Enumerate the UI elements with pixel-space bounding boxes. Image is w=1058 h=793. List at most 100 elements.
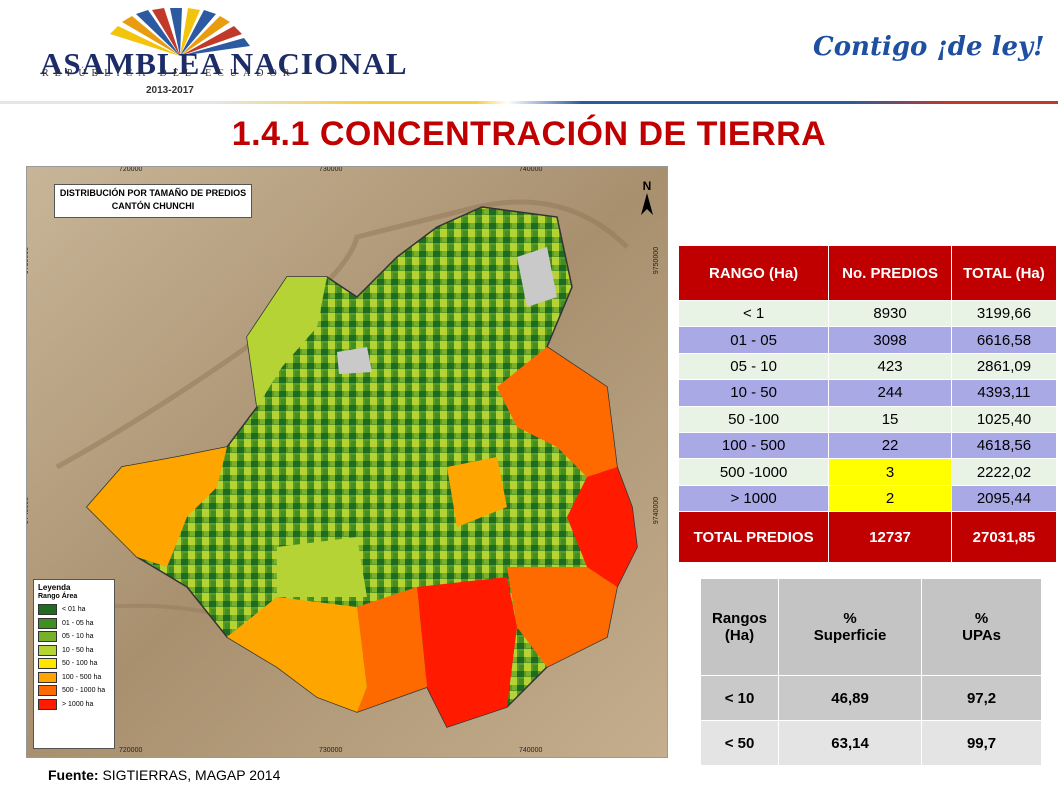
- table-row: 50 -100 15 1025,40: [677, 405, 1058, 433]
- cell-total: 4618,56: [950, 431, 1058, 460]
- sunburst-logo-icon: [110, 8, 250, 56]
- legend-item: < 01 ha: [34, 603, 114, 617]
- total-count: 12737: [828, 511, 952, 564]
- concentration-summary-table: Rangos (Ha) % Superficie % UPAs < 10 46,8…: [699, 578, 1042, 766]
- cell-total: 2861,09: [950, 352, 1058, 381]
- legend-label: 100 - 500 ha: [62, 673, 102, 681]
- legend-swatch: [38, 671, 57, 683]
- map-legend: Leyenda Rango Área < 01 ha 01 - 05 ha 05…: [33, 579, 115, 749]
- cell-upas: 97,2: [921, 675, 1042, 721]
- legend-swatch: [38, 631, 57, 643]
- cell-range: 100 - 500: [677, 431, 830, 460]
- legend-swatch: [38, 658, 57, 670]
- coord-right-1: 9750000: [653, 246, 661, 275]
- cell-count: 3098: [828, 326, 952, 354]
- cell-count: 8930: [828, 299, 952, 328]
- cell-range: 01 - 05: [677, 326, 830, 354]
- legend-item: 01 - 05 ha: [34, 617, 114, 631]
- table-row: 05 - 10 423 2861,09: [677, 352, 1058, 381]
- col-header-count: No. PREDIOS: [828, 245, 952, 301]
- cell-total: 1025,40: [950, 405, 1058, 433]
- map-title-line1: DISTRIBUCIÓN POR TAMAÑO DE PREDIOS: [59, 188, 247, 198]
- legend-swatch: [38, 698, 57, 710]
- legend-item: 500 - 1000 ha: [34, 684, 114, 698]
- slogan: Contigo ¡de ley!: [813, 32, 1045, 62]
- coord-top-3: 740000: [519, 166, 543, 173]
- header-divider: [0, 101, 1058, 104]
- total-label: TOTAL PREDIOS: [677, 511, 830, 564]
- cell-range: < 10: [699, 675, 780, 721]
- predios-by-range-table: RANGO (Ha) No. PREDIOS TOTAL (Ha) < 1 893…: [677, 245, 1058, 564]
- table-row: < 1 8930 3199,66: [677, 299, 1058, 328]
- legend-label: 01 - 05 ha: [62, 619, 94, 627]
- table-row: 01 - 05 3098 6616,58: [677, 326, 1058, 354]
- map-title-box: DISTRIBUCIÓN POR TAMAÑO DE PREDIOS CANTÓ…: [54, 184, 252, 218]
- legend-label: 50 - 100 ha: [62, 660, 98, 668]
- coord-top-2: 730000: [319, 166, 343, 173]
- legend-swatch: [38, 604, 57, 616]
- assembly-logo: [40, 8, 320, 100]
- logo-name: ASAMBLEA NACIONAL: [40, 46, 408, 81]
- table-row: < 50 63,14 99,7: [699, 720, 1042, 766]
- legend-subtitle: Rango Área: [38, 593, 78, 600]
- coord-right-2: 9740000: [653, 496, 661, 525]
- north-arrow-icon: N: [641, 179, 653, 215]
- map-image: [27, 167, 667, 757]
- table-header-row: RANGO (Ha) No. PREDIOS TOTAL (Ha): [677, 245, 1058, 301]
- legend-label: 05 - 10 ha: [62, 633, 94, 641]
- land-distribution-map: DISTRIBUCIÓN POR TAMAÑO DE PREDIOS CANTÓ…: [26, 166, 668, 758]
- cell-total: 2222,02: [950, 458, 1058, 486]
- map-title-line2: CANTÓN CHUNCHI: [111, 201, 195, 211]
- total-area: 27031,85: [950, 511, 1058, 564]
- legend-item: 50 - 100 ha: [34, 657, 114, 671]
- cell-count: 22: [828, 431, 952, 460]
- legend-label: > 1000 ha: [62, 700, 94, 708]
- col-header-range: RANGO (Ha): [677, 245, 830, 301]
- cell-total: 2095,44: [950, 484, 1058, 513]
- north-label: N: [642, 179, 652, 193]
- cell-count: 423: [828, 352, 952, 381]
- cell-range: < 1: [677, 299, 830, 328]
- cell-range: 500 -1000: [677, 458, 830, 486]
- source-note: Fuente: SIGTIERRAS, MAGAP 2014: [48, 767, 280, 783]
- coord-left-1: 9750000: [26, 246, 31, 275]
- table-row: 10 - 50 244 4393,11: [677, 379, 1058, 407]
- coord-bottom-3: 740000: [519, 747, 543, 754]
- page-title: 1.4.1 CONCENTRACIÓN DE TIERRA: [231, 115, 827, 153]
- source-label: Fuente:: [48, 767, 99, 783]
- source-text: SIGTIERRAS, MAGAP 2014: [102, 767, 281, 783]
- cell-surface: 46,89: [778, 675, 923, 721]
- logo-subtitle: REPÚBLICA DEL ECUADOR: [42, 68, 296, 79]
- cell-range: 50 -100: [677, 405, 830, 433]
- col-header-ranges: Rangos (Ha): [699, 578, 780, 676]
- table-header-row: Rangos (Ha) % Superficie % UPAs: [699, 578, 1042, 676]
- logo-years: 2013-2017: [146, 85, 194, 96]
- cell-range: 10 - 50: [677, 379, 830, 407]
- legend-label: 500 - 1000 ha: [62, 687, 106, 695]
- cell-count: 15: [828, 405, 952, 433]
- coord-left-2: 9740000: [26, 496, 31, 525]
- legend-swatch: [38, 685, 57, 697]
- legend-item: 100 - 500 ha: [34, 671, 114, 685]
- cell-count-highlighted: 2: [828, 484, 952, 513]
- table-total-row: TOTAL PREDIOS 12737 27031,85: [677, 511, 1058, 564]
- legend-title: Leyenda: [38, 583, 71, 592]
- legend-label: 10 - 50 ha: [62, 646, 94, 654]
- table-row: > 1000 2 2095,44: [677, 484, 1058, 513]
- cell-count-highlighted: 3: [828, 458, 952, 486]
- table-row: < 10 46,89 97,2: [699, 675, 1042, 721]
- cell-surface: 63,14: [778, 720, 923, 766]
- cell-total: 4393,11: [950, 379, 1058, 407]
- legend-label: < 01 ha: [62, 606, 86, 614]
- cell-range: > 1000: [677, 484, 830, 513]
- coord-bottom-2: 730000: [319, 747, 343, 754]
- table-row: 500 -1000 3 2222,02: [677, 458, 1058, 486]
- legend-item: > 1000 ha: [34, 698, 114, 712]
- col-header-total: TOTAL (Ha): [950, 245, 1058, 301]
- cell-range: 05 - 10: [677, 352, 830, 381]
- col-header-upas: % UPAs: [921, 578, 1042, 676]
- legend-swatch: [38, 644, 57, 656]
- coord-bottom-1: 720000: [119, 747, 143, 754]
- cell-total: 6616,58: [950, 326, 1058, 354]
- cell-count: 244: [828, 379, 952, 407]
